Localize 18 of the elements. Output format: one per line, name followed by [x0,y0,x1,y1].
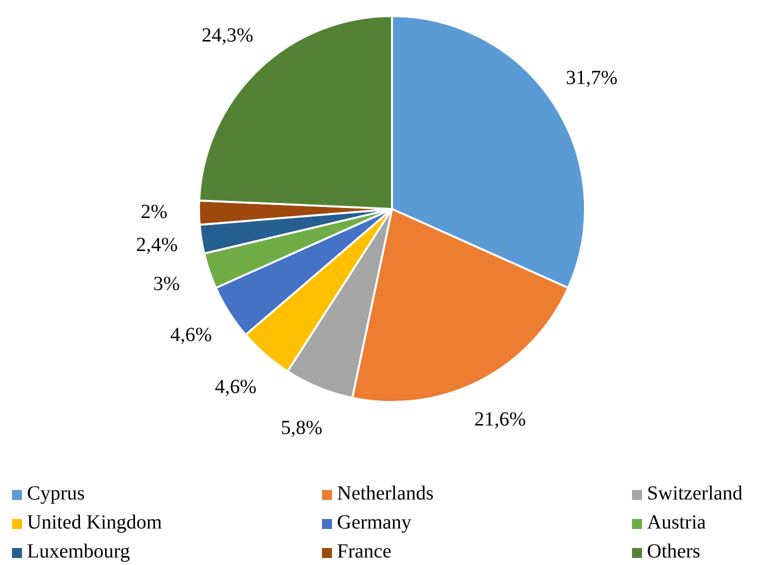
legend-label: Switzerland [647,482,743,505]
legend-label: Others [647,540,701,563]
legend-label: Cyprus [27,482,85,505]
data-label: 2,4% [136,234,178,256]
data-label: 4,6% [170,324,212,346]
data-label: 3% [153,272,180,295]
legend-label: United Kingdom [27,512,162,534]
legend-label: Germany [337,512,412,534]
data-label: 5,8% [280,416,322,439]
legend-label: France [337,540,392,563]
data-label: 2% [140,201,168,224]
data-label: 21,6% [474,408,526,431]
data-label: 4,6% [214,376,257,398]
data-label: 24,3% [202,24,254,47]
legend-label: Netherlands [337,482,434,505]
legend-label: Austria [647,512,706,534]
legend-label: Luxembourg [27,540,130,563]
data-label: 31,7% [566,67,618,90]
